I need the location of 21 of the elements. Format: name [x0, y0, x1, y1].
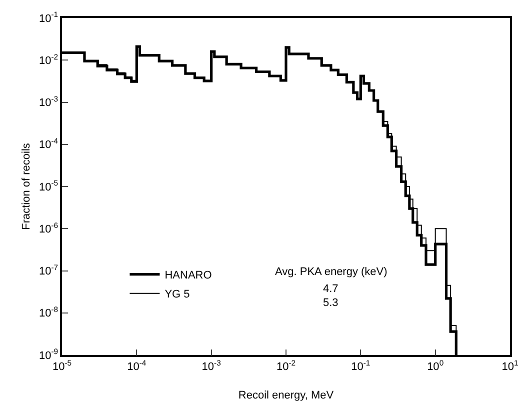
y-tick-label: 10$^{-7}$: [38, 262, 58, 278]
y-tick-label: 10$^{-2}$: [38, 52, 58, 67]
legend-label: YG 5: [164, 288, 190, 301]
x-tick-label: 10$^{-4}$: [127, 358, 147, 373]
x-axis-title: Recoil energy, MeV: [238, 390, 334, 402]
x-tick-label: 10$^{1}$: [502, 358, 518, 373]
x-tick-label: 10$^{0}$: [427, 358, 444, 373]
x-tick-label: 10$^{-3}$: [202, 358, 221, 373]
y-axis-title: Fraction of recoils: [20, 142, 32, 230]
annotation: 4.7: [323, 283, 338, 295]
y-tick-label: 10$^{-4}$: [38, 136, 59, 152]
x-tick-label: 10$^{-1}$: [351, 358, 370, 373]
x-tick-label: 10$^{-2}$: [276, 358, 296, 373]
y-tick-label: 10$^{-5}$: [38, 178, 58, 194]
y-tick-label: 10$^{-1}$: [38, 10, 58, 25]
annotation: 5.3: [323, 297, 338, 309]
y-tick-label: 10$^{-8}$: [38, 305, 58, 320]
legend-label: HANARO: [164, 270, 212, 282]
y-tick-label: 10$^{-6}$: [38, 220, 58, 236]
annotation: Avg. PKA energy (keV): [275, 266, 388, 278]
y-tick-label: 10$^{-3}$: [38, 94, 58, 110]
